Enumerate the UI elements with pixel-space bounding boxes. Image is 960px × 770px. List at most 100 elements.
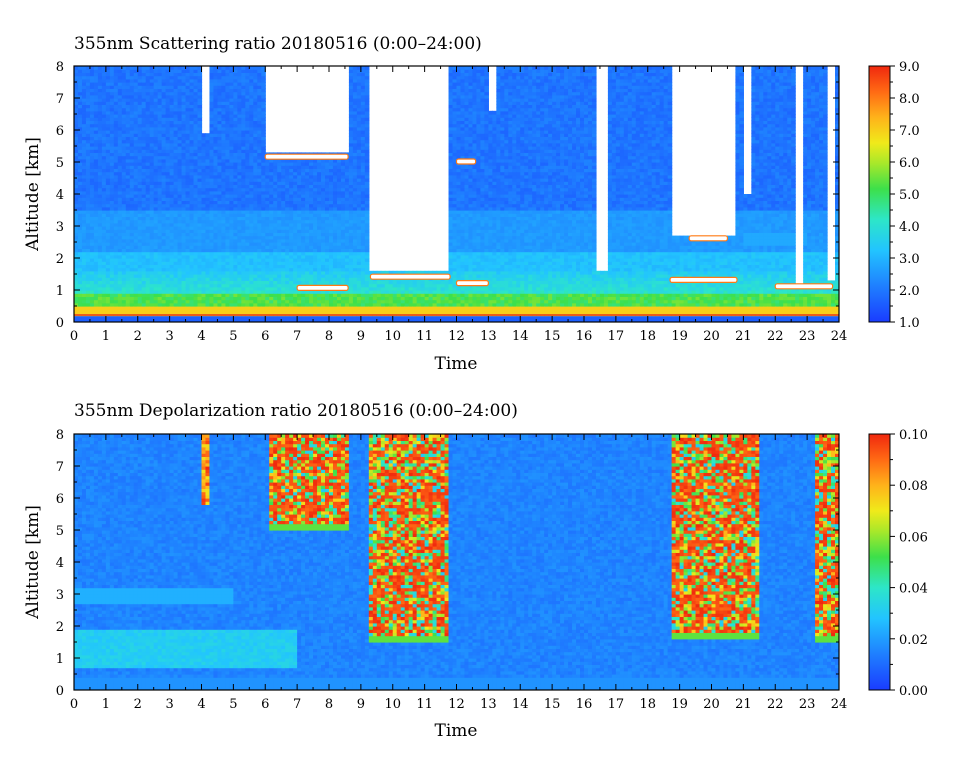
y-tick-label: 3 — [56, 220, 64, 235]
x-tick-label: 5 — [229, 697, 237, 712]
y-tick-label: 4 — [56, 188, 64, 203]
x-tick-label: 14 — [512, 697, 529, 712]
colorbar-tick-label: 0.10 — [899, 428, 928, 443]
x-axis-label: Time — [435, 354, 478, 374]
colorbar-tick-label: 7.0 — [899, 124, 920, 139]
y-tick-label: 7 — [56, 460, 64, 475]
x-tick-label: 23 — [799, 329, 816, 344]
x-tick-label: 14 — [512, 329, 529, 344]
x-tick-label: 11 — [416, 697, 433, 712]
x-tick-label: 8 — [325, 329, 333, 344]
axes: 0 1 2 3 4 5 6 7 8 9 10 11 12 13 14 15 16 17 18 19 20 21 22 23 24… — [56, 60, 848, 344]
x-tick-label: 12 — [448, 697, 465, 712]
x-tick-label: 0 — [70, 697, 78, 712]
x-tick-label: 19 — [671, 329, 688, 344]
x-tick-label: 24 — [831, 329, 848, 344]
x-tick-label: 18 — [639, 697, 656, 712]
x-tick-label: 16 — [576, 329, 593, 344]
x-tick-label: 1 — [102, 697, 110, 712]
colorbar-tick-label: 0.00 — [899, 684, 928, 699]
y-tick-label: 1 — [56, 652, 64, 667]
axes: 0 1 2 3 4 5 6 7 8 9 10 11 12 13 14 15 16 17 18 19 20 21 22 23 24… — [56, 428, 848, 712]
x-tick-label: 22 — [767, 697, 784, 712]
colorbar-tick-label: 5.0 — [899, 188, 920, 203]
y-tick-label: 8 — [56, 428, 64, 443]
colorbar-tick-label: 0.08 — [899, 479, 928, 494]
x-tick-label: 4 — [197, 697, 205, 712]
colorbar-tick-label: 9.0 — [899, 60, 920, 75]
x-tick-label: 19 — [671, 697, 688, 712]
x-tick-label: 21 — [735, 697, 752, 712]
heatmap-field — [74, 434, 839, 690]
x-tick-label: 7 — [293, 329, 301, 344]
x-tick-label: 9 — [357, 697, 365, 712]
chart-title: 355nm Scattering ratio 20180516 (0:00–24… — [74, 34, 482, 54]
y-tick-label: 0 — [56, 316, 64, 331]
heatmap-field — [74, 66, 839, 322]
colorbar-ticks: 1.0 2.0 3.0 4.0 5.0 6.0 7.0 8.0 9.0 — [890, 60, 920, 331]
x-tick-label: 8 — [325, 697, 333, 712]
colorbar-tick-label: 3.0 — [899, 252, 920, 267]
x-tick-label: 9 — [357, 329, 365, 344]
colorbar-tick-label: 0.06 — [899, 530, 928, 545]
x-tick-label: 7 — [293, 697, 301, 712]
x-tick-label: 16 — [576, 697, 593, 712]
x-tick-label: 6 — [261, 697, 269, 712]
y-tick-label: 2 — [56, 252, 64, 267]
x-tick-label: 1 — [102, 329, 110, 344]
y-tick-label: 3 — [56, 588, 64, 603]
x-tick-label: 17 — [608, 697, 625, 712]
y-tick-label: 0 — [56, 684, 64, 699]
y-tick-label: 5 — [56, 156, 64, 171]
x-tick-label: 20 — [703, 329, 720, 344]
x-tick-label: 21 — [735, 329, 752, 344]
x-tick-label: 3 — [165, 697, 173, 712]
x-tick-label: 23 — [799, 697, 816, 712]
colorbar — [868, 65, 891, 323]
y-tick-label: 6 — [56, 492, 64, 507]
x-tick-label: 4 — [197, 329, 205, 344]
x-tick-label: 11 — [416, 329, 433, 344]
x-tick-label: 13 — [480, 329, 497, 344]
x-tick-label: 17 — [608, 329, 625, 344]
colorbar-tick-label: 0.04 — [899, 582, 928, 597]
x-tick-label: 10 — [384, 697, 401, 712]
colorbar-tick-label: 4.0 — [899, 220, 920, 235]
colorbar-tick-label: 0.02 — [899, 633, 928, 648]
x-tick-label: 2 — [134, 329, 142, 344]
y-tick-label: 5 — [56, 524, 64, 539]
colorbar-tick-label: 1.0 — [899, 316, 920, 331]
x-tick-label: 13 — [480, 697, 497, 712]
chart-title: 355nm Depolarization ratio 20180516 (0:0… — [74, 401, 518, 421]
x-tick-label: 20 — [703, 697, 720, 712]
colorbar-tick-label: 6.0 — [899, 156, 920, 171]
colorbar-ticks: 0.00 0.02 0.04 0.06 0.08 0.10 — [890, 428, 928, 699]
colorbar-tick-label: 8.0 — [899, 92, 920, 107]
y-tick-label: 1 — [56, 284, 64, 299]
y-tick-label: 6 — [56, 124, 64, 139]
colorbar — [868, 433, 891, 691]
panel-depolarization: 355nm Depolarization ratio 20180516 (0:0… — [23, 401, 928, 741]
panel-scattering: 355nm Scattering ratio 20180516 (0:00–24… — [23, 34, 920, 374]
x-tick-label: 0 — [70, 329, 78, 344]
x-tick-label: 24 — [831, 697, 848, 712]
x-tick-label: 2 — [134, 697, 142, 712]
y-tick-label: 7 — [56, 92, 64, 107]
x-tick-label: 3 — [165, 329, 173, 344]
x-tick-label: 12 — [448, 329, 465, 344]
y-axis-label: Altitude [km] — [23, 505, 43, 620]
y-tick-label: 8 — [56, 60, 64, 75]
colorbar-tick-label: 2.0 — [899, 284, 920, 299]
y-tick-label: 2 — [56, 620, 64, 635]
x-tick-label: 15 — [544, 697, 561, 712]
x-tick-label: 6 — [261, 329, 269, 344]
x-tick-label: 18 — [639, 329, 656, 344]
x-axis-label: Time — [435, 721, 478, 741]
x-tick-label: 22 — [767, 329, 784, 344]
x-tick-label: 10 — [384, 329, 401, 344]
x-tick-label: 15 — [544, 329, 561, 344]
y-tick-label: 4 — [56, 556, 64, 571]
x-tick-label: 5 — [229, 329, 237, 344]
y-axis-label: Altitude [km] — [23, 137, 43, 252]
